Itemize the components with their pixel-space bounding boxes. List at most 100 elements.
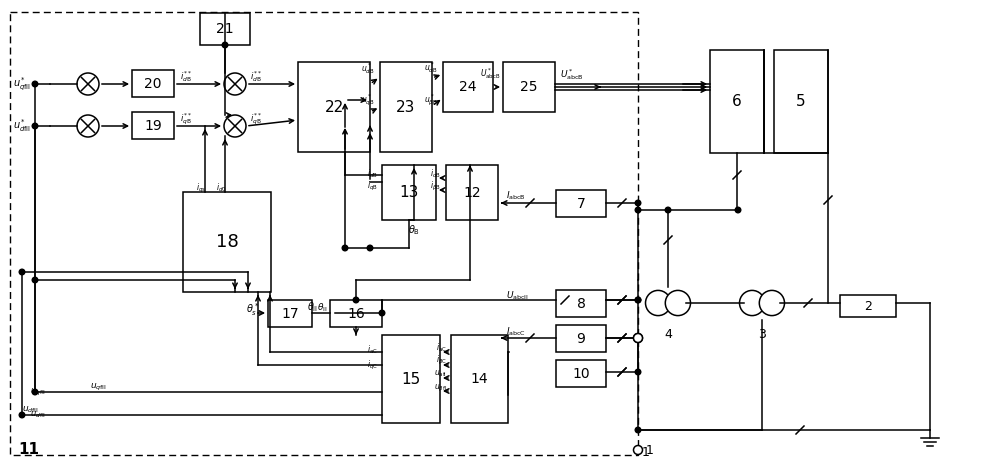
Circle shape xyxy=(222,42,228,48)
Bar xyxy=(298,62,370,152)
Circle shape xyxy=(19,412,25,418)
Text: 18: 18 xyxy=(216,233,239,251)
Text: 16: 16 xyxy=(347,306,365,320)
Text: 15: 15 xyxy=(402,372,421,386)
Text: $u_{q\text{fII}}$: $u_{q\text{fII}}$ xyxy=(90,381,107,392)
Circle shape xyxy=(19,269,25,275)
Text: 11: 11 xyxy=(18,441,39,457)
Circle shape xyxy=(635,427,640,433)
Text: $U_{\text{abcB}}^*$: $U_{\text{abcB}}^*$ xyxy=(560,67,583,82)
Text: $i_{q\text{s}}$: $i_{q\text{s}}$ xyxy=(196,181,206,194)
Circle shape xyxy=(224,115,246,137)
Text: 3: 3 xyxy=(758,328,766,341)
Circle shape xyxy=(32,81,38,87)
Text: 1: 1 xyxy=(646,444,654,457)
Circle shape xyxy=(32,389,38,395)
Text: $u_{q\text{fII}}^*$: $u_{q\text{fII}}^*$ xyxy=(13,75,31,93)
Text: 25: 25 xyxy=(520,80,537,94)
Text: $u_{d\text{fII}}^*$: $u_{d\text{fII}}^*$ xyxy=(13,118,31,134)
Bar xyxy=(840,295,896,317)
Circle shape xyxy=(635,369,640,375)
Circle shape xyxy=(759,291,784,316)
Text: $i_{q\text{B}}^{**}$: $i_{q\text{B}}^{**}$ xyxy=(250,111,262,127)
Text: $u_{q\text{fII}}$: $u_{q\text{fII}}$ xyxy=(30,386,46,398)
Circle shape xyxy=(343,245,348,251)
Text: $u_{\text{afI}}$: $u_{\text{afI}}$ xyxy=(434,369,447,379)
Bar xyxy=(503,62,555,112)
Bar xyxy=(556,325,606,352)
Text: 20: 20 xyxy=(144,77,162,91)
Text: $u_{d\text{fII}}$: $u_{d\text{fII}}$ xyxy=(30,410,46,420)
Circle shape xyxy=(635,335,640,341)
Text: 22: 22 xyxy=(325,100,344,114)
Circle shape xyxy=(77,73,99,95)
Text: $I_{\text{abcB}}$: $I_{\text{abcB}}$ xyxy=(506,190,525,202)
Text: $i_{\alpha\text{B}}$: $i_{\alpha\text{B}}$ xyxy=(431,168,441,180)
Circle shape xyxy=(380,310,385,316)
Bar xyxy=(451,335,508,423)
Text: $i_{d\text{B}}^{**}$: $i_{d\text{B}}^{**}$ xyxy=(180,70,192,85)
Bar xyxy=(132,70,174,97)
Circle shape xyxy=(665,207,670,213)
Circle shape xyxy=(635,207,640,213)
Bar xyxy=(382,335,440,423)
Bar xyxy=(200,13,250,45)
Text: $\theta_\text{II}$: $\theta_\text{II}$ xyxy=(317,302,328,314)
Bar xyxy=(382,165,436,220)
Bar xyxy=(556,360,606,387)
Text: 19: 19 xyxy=(144,119,162,133)
Text: 21: 21 xyxy=(216,22,234,36)
Text: 7: 7 xyxy=(576,197,585,211)
Text: $U_{\text{abcII}}$: $U_{\text{abcII}}$ xyxy=(506,290,529,302)
Circle shape xyxy=(633,445,642,454)
Text: 8: 8 xyxy=(576,297,585,311)
Text: 10: 10 xyxy=(572,366,589,380)
Text: $i_{d\text{B}}^{**}$: $i_{d\text{B}}^{**}$ xyxy=(250,70,262,85)
Circle shape xyxy=(633,333,642,343)
Text: 13: 13 xyxy=(400,185,419,200)
Text: 6: 6 xyxy=(732,94,742,109)
Circle shape xyxy=(635,200,640,206)
Text: $u_{d\text{B}}^*$: $u_{d\text{B}}^*$ xyxy=(361,61,374,76)
Circle shape xyxy=(224,73,246,95)
Text: 24: 24 xyxy=(460,80,477,94)
Circle shape xyxy=(645,291,670,316)
Bar xyxy=(556,190,606,217)
Bar xyxy=(446,165,498,220)
Bar xyxy=(268,300,312,327)
Circle shape xyxy=(32,123,38,129)
Circle shape xyxy=(354,297,359,303)
Bar xyxy=(132,112,174,139)
Text: $i_{d\text{B}}$: $i_{d\text{B}}$ xyxy=(368,168,378,180)
Text: 14: 14 xyxy=(471,372,489,386)
Text: $\theta_\text{B}$: $\theta_\text{B}$ xyxy=(408,223,420,237)
Text: $i_{q\text{C}}$: $i_{q\text{C}}$ xyxy=(368,359,378,372)
Text: 2: 2 xyxy=(864,299,872,312)
Bar xyxy=(183,192,271,292)
Circle shape xyxy=(32,277,38,283)
Bar xyxy=(10,12,638,455)
Bar xyxy=(774,50,828,153)
Text: $U_{\text{abcB}}^*$: $U_{\text{abcB}}^*$ xyxy=(480,66,500,81)
Text: $i_{q\text{B}}^{**}$: $i_{q\text{B}}^{**}$ xyxy=(180,111,192,127)
Text: 23: 23 xyxy=(397,100,416,114)
Bar xyxy=(556,290,606,317)
Text: $i_{\beta\text{B}}$: $i_{\beta\text{B}}$ xyxy=(431,179,441,193)
Text: 1: 1 xyxy=(642,445,650,458)
Text: $i_{\text{aC}}$: $i_{\text{aC}}$ xyxy=(368,344,378,356)
Circle shape xyxy=(635,335,640,341)
Circle shape xyxy=(635,297,640,303)
Text: $i_{\beta\text{C}}$: $i_{\beta\text{C}}$ xyxy=(437,353,447,366)
Circle shape xyxy=(735,207,741,213)
Bar xyxy=(710,50,764,153)
Circle shape xyxy=(739,291,764,316)
Text: $u_{\alpha\text{B}}^*$: $u_{\alpha\text{B}}^*$ xyxy=(425,60,438,75)
Circle shape xyxy=(368,245,373,251)
Text: $I_{\text{abcC}}$: $I_{\text{abcC}}$ xyxy=(506,326,526,338)
Text: $\theta_\text{II}$: $\theta_\text{II}$ xyxy=(307,300,318,314)
Text: 4: 4 xyxy=(664,328,672,341)
Circle shape xyxy=(635,297,640,303)
Circle shape xyxy=(77,115,99,137)
Text: $\theta_s^*$: $\theta_s^*$ xyxy=(246,302,259,319)
Text: $u_{\beta\text{B}}^*$: $u_{\beta\text{B}}^*$ xyxy=(425,92,438,108)
